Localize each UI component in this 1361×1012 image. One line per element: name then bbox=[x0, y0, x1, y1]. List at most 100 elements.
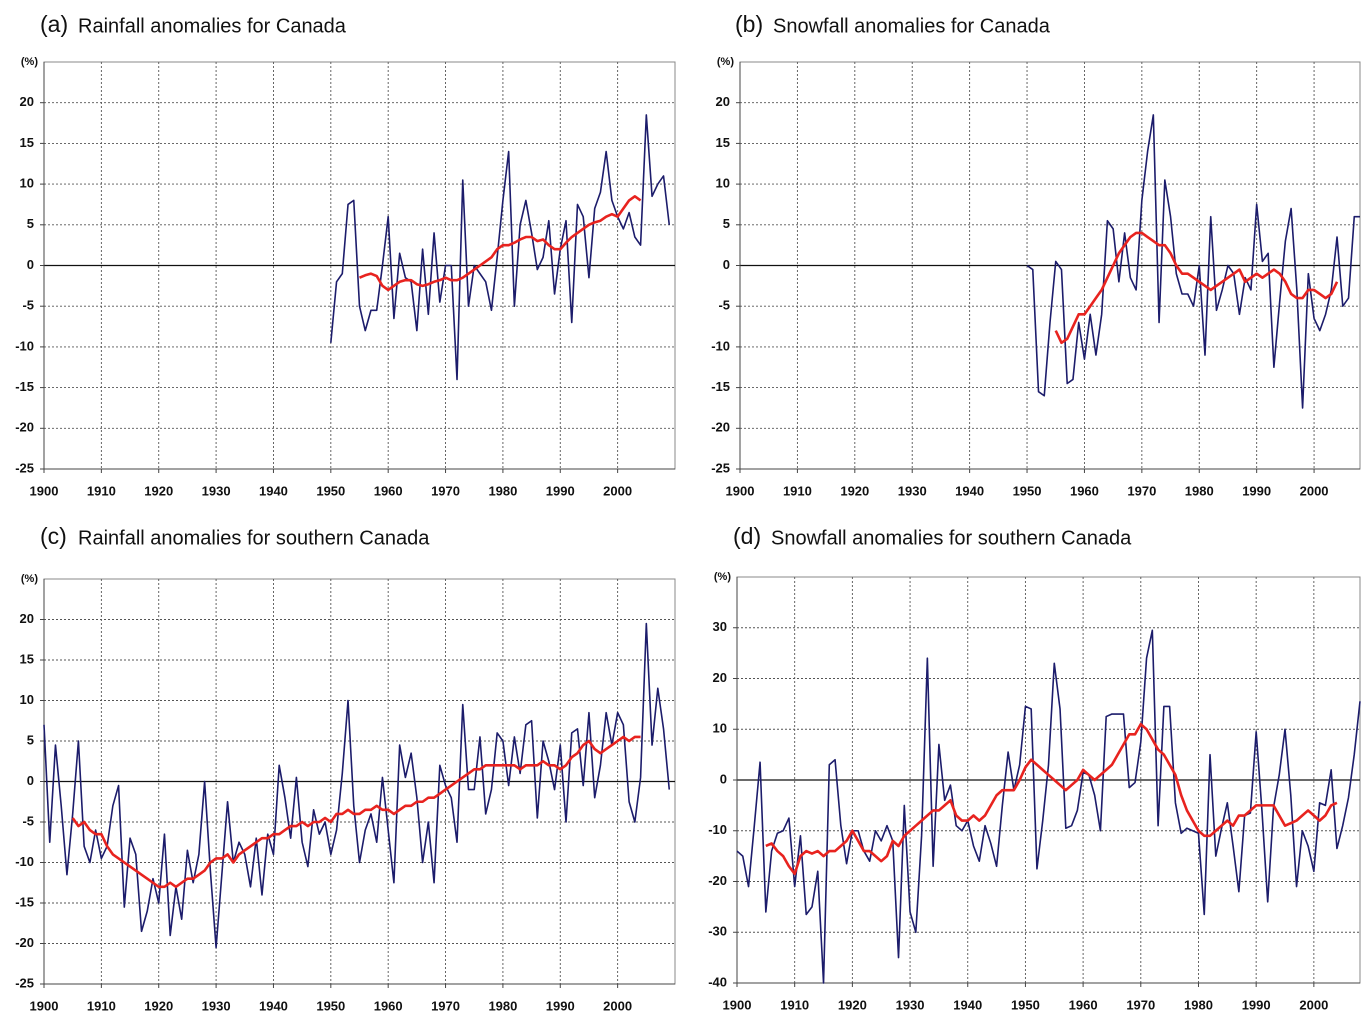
x-tick-label: 1990 bbox=[1242, 997, 1271, 1012]
x-tick-label: 2000 bbox=[603, 483, 632, 498]
series-line bbox=[358, 195, 642, 292]
x-tick-label: 1900 bbox=[30, 483, 59, 498]
y-tick-label: -20 bbox=[711, 420, 730, 435]
y-tick-label: 0 bbox=[723, 257, 730, 272]
y-axis-label: (%) bbox=[714, 571, 731, 583]
y-tick-label: -5 bbox=[22, 298, 34, 313]
y-tick-label: 10 bbox=[20, 692, 34, 707]
x-tick-label: 1960 bbox=[1070, 483, 1099, 498]
x-tick-label: 1950 bbox=[1011, 997, 1040, 1012]
x-tick-label: 1930 bbox=[202, 998, 231, 1012]
y-tick-label: 5 bbox=[27, 216, 34, 231]
panel: (a) Rainfall anomalies for Canada (%) -25 -2… bbox=[15, 11, 676, 498]
y-tick-label: 15 bbox=[20, 651, 34, 666]
series-line bbox=[43, 622, 671, 949]
x-tick-label: 1940 bbox=[259, 998, 288, 1012]
series-line bbox=[765, 722, 1338, 876]
y-tick-label: 20 bbox=[20, 611, 34, 626]
x-tick-label: 1980 bbox=[488, 483, 517, 498]
y-tick-label: -10 bbox=[15, 854, 34, 869]
y-tick-label: 15 bbox=[20, 135, 34, 150]
panel-title: Rainfall anomalies for southern Canada bbox=[78, 527, 430, 549]
x-tick-label: 1950 bbox=[316, 483, 345, 498]
x-tick-label: 1920 bbox=[840, 483, 869, 498]
x-tick-label: 1910 bbox=[780, 997, 809, 1012]
x-tick-label: 1950 bbox=[316, 998, 345, 1012]
y-tick-label: -10 bbox=[708, 822, 727, 837]
x-tick-label: 1900 bbox=[723, 997, 752, 1012]
y-tick-label: -10 bbox=[711, 338, 730, 353]
x-tick-label: 1970 bbox=[431, 998, 460, 1012]
x-tick-label: 1910 bbox=[87, 483, 116, 498]
y-tick-label: -25 bbox=[15, 460, 34, 475]
panel: (c) Rainfall anomalies for southern Canad… bbox=[15, 523, 676, 1012]
x-tick-label: 1980 bbox=[488, 998, 517, 1012]
x-tick-label: 2000 bbox=[603, 998, 632, 1012]
x-tick-label: 2000 bbox=[1299, 997, 1328, 1012]
x-tick-label: 1960 bbox=[374, 998, 403, 1012]
x-tick-label: 1990 bbox=[546, 483, 575, 498]
x-tick-label: 1930 bbox=[202, 483, 231, 498]
series-line bbox=[1026, 114, 1360, 409]
y-tick-label: 15 bbox=[716, 135, 730, 150]
y-tick-label: -5 bbox=[718, 298, 730, 313]
x-tick-label: 1900 bbox=[30, 998, 59, 1012]
x-tick-label: 1940 bbox=[955, 483, 984, 498]
panel-label: (a) bbox=[40, 11, 68, 37]
panel-title: Snowfall anomalies for Canada bbox=[773, 15, 1051, 37]
y-tick-label: -15 bbox=[15, 379, 34, 394]
y-tick-label: -25 bbox=[15, 975, 34, 990]
x-tick-label: 1990 bbox=[546, 998, 575, 1012]
y-tick-label: -25 bbox=[711, 460, 730, 475]
x-tick-label: 1970 bbox=[1126, 997, 1155, 1012]
x-tick-label: 1930 bbox=[896, 997, 925, 1012]
y-tick-label: -5 bbox=[22, 813, 34, 828]
panel-label: (c) bbox=[40, 523, 67, 549]
x-tick-label: 1910 bbox=[783, 483, 812, 498]
x-tick-label: 1980 bbox=[1184, 997, 1213, 1012]
y-tick-label: -15 bbox=[711, 379, 730, 394]
y-tick-label: 20 bbox=[20, 94, 34, 109]
y-axis-label: (%) bbox=[21, 573, 38, 585]
x-tick-label: 1990 bbox=[1242, 483, 1271, 498]
x-tick-label: 1960 bbox=[374, 483, 403, 498]
x-tick-label: 1900 bbox=[726, 483, 755, 498]
x-tick-label: 1970 bbox=[1127, 483, 1156, 498]
x-tick-label: 1960 bbox=[1069, 997, 1098, 1012]
x-tick-label: 2000 bbox=[1300, 483, 1329, 498]
series-line bbox=[330, 114, 671, 381]
y-tick-label: 10 bbox=[20, 176, 34, 191]
series-line bbox=[71, 735, 641, 889]
series-line bbox=[1054, 231, 1339, 345]
y-tick-label: 30 bbox=[713, 619, 727, 634]
x-tick-label: 1920 bbox=[838, 997, 867, 1012]
y-tick-label: 20 bbox=[716, 94, 730, 109]
x-tick-label: 1920 bbox=[144, 483, 173, 498]
y-tick-label: -10 bbox=[15, 338, 34, 353]
x-tick-label: 1940 bbox=[259, 483, 288, 498]
series-line bbox=[736, 629, 1361, 984]
y-tick-label: -15 bbox=[15, 894, 34, 909]
x-tick-label: 1970 bbox=[431, 483, 460, 498]
panel: (b) Snowfall anomalies for Canada (%) -25 -2… bbox=[711, 11, 1361, 498]
panel-title: Snowfall anomalies for southern Canada bbox=[771, 527, 1132, 549]
x-tick-label: 1920 bbox=[144, 998, 173, 1012]
y-tick-label: -30 bbox=[708, 924, 727, 939]
panel: (d) Snowfall anomalies for southern Canad… bbox=[708, 523, 1361, 1012]
panel-label: (d) bbox=[733, 523, 761, 549]
panel-title: Rainfall anomalies for Canada bbox=[78, 15, 347, 37]
y-tick-label: -20 bbox=[708, 873, 727, 888]
panel-label: (b) bbox=[735, 11, 763, 37]
y-tick-label: -20 bbox=[15, 935, 34, 950]
x-tick-label: 1950 bbox=[1013, 483, 1042, 498]
y-tick-label: -40 bbox=[708, 974, 727, 989]
y-tick-label: -20 bbox=[15, 420, 34, 435]
y-tick-label: 0 bbox=[720, 771, 727, 786]
y-axis-label: (%) bbox=[21, 56, 38, 68]
x-tick-label: 1980 bbox=[1185, 483, 1214, 498]
y-tick-label: 20 bbox=[713, 670, 727, 685]
y-tick-label: 5 bbox=[27, 732, 34, 747]
y-tick-label: 10 bbox=[716, 176, 730, 191]
